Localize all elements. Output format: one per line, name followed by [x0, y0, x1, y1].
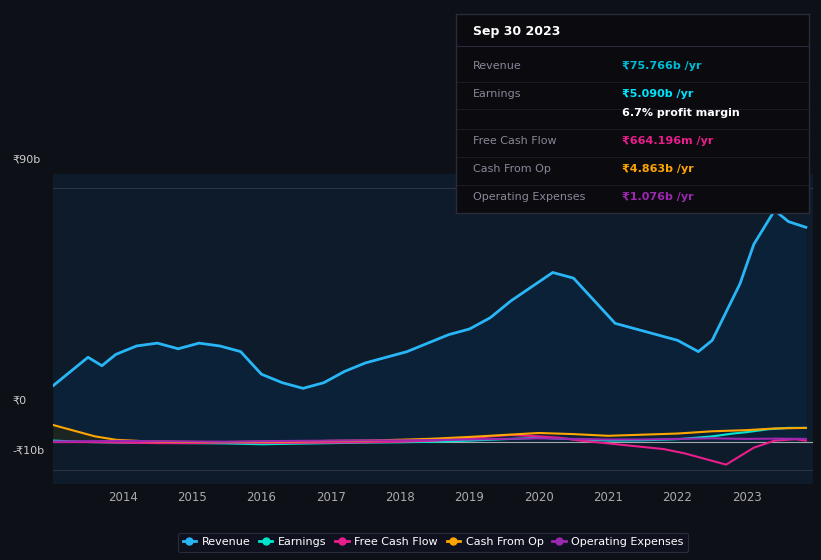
Text: ₹0: ₹0 — [12, 395, 26, 405]
Text: ₹75.766b /yr: ₹75.766b /yr — [621, 60, 701, 71]
Text: -₹10b: -₹10b — [12, 446, 44, 456]
Text: Operating Expenses: Operating Expenses — [474, 192, 585, 202]
Text: Cash From Op: Cash From Op — [474, 164, 551, 174]
Text: Free Cash Flow: Free Cash Flow — [474, 136, 557, 146]
Text: 6.7% profit margin: 6.7% profit margin — [621, 109, 740, 118]
Text: ₹5.090b /yr: ₹5.090b /yr — [621, 88, 693, 99]
Text: Revenue: Revenue — [474, 60, 522, 71]
Text: ₹4.863b /yr: ₹4.863b /yr — [621, 164, 693, 174]
Text: Earnings: Earnings — [474, 88, 522, 99]
Text: ₹664.196m /yr: ₹664.196m /yr — [621, 136, 713, 146]
Text: ₹90b: ₹90b — [12, 155, 40, 165]
Legend: Revenue, Earnings, Free Cash Flow, Cash From Op, Operating Expenses: Revenue, Earnings, Free Cash Flow, Cash … — [178, 533, 688, 552]
Text: ₹1.076b /yr: ₹1.076b /yr — [621, 192, 693, 202]
Text: Sep 30 2023: Sep 30 2023 — [474, 25, 561, 39]
